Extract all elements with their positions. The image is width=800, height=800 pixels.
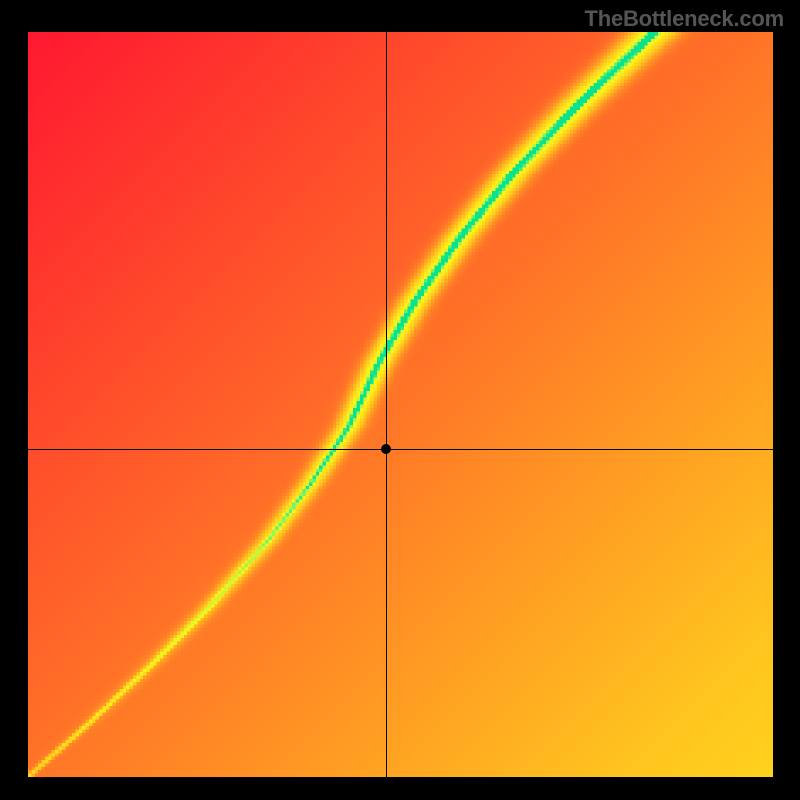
plot-border-bottom	[26, 777, 775, 779]
crosshair-horizontal	[28, 449, 773, 450]
crosshair-vertical	[386, 32, 387, 777]
bottleneck-heatmap	[28, 32, 773, 777]
plot-border-right	[773, 30, 775, 779]
watermark-text: TheBottleneck.com	[584, 6, 784, 32]
chart-container: TheBottleneck.com	[0, 0, 800, 800]
